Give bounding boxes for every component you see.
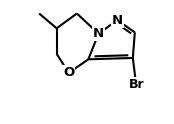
Text: N: N <box>93 27 104 40</box>
Text: N: N <box>112 14 123 27</box>
Text: O: O <box>63 66 74 79</box>
Text: Br: Br <box>128 78 144 91</box>
